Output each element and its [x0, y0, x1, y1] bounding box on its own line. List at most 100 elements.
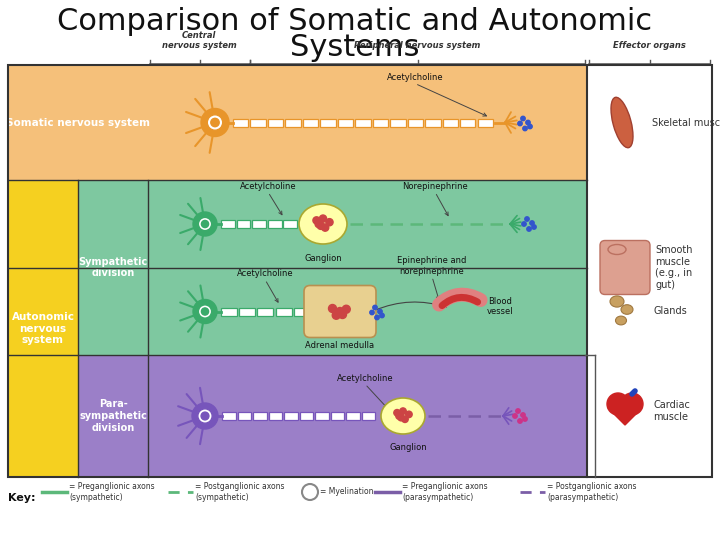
Text: Central
nervous system: Central nervous system [161, 31, 236, 50]
Text: Comparison of Somatic and Autonomic: Comparison of Somatic and Autonomic [58, 8, 652, 37]
Text: Systems: Systems [290, 32, 420, 62]
FancyArrowPatch shape [442, 298, 477, 306]
Circle shape [332, 311, 341, 319]
Bar [338, 118, 354, 126]
Circle shape [522, 222, 526, 226]
Circle shape [202, 308, 209, 315]
Circle shape [202, 220, 209, 227]
Text: Smooth
muscle
(e.g., in
gut): Smooth muscle (e.g., in gut) [655, 245, 693, 290]
Circle shape [621, 393, 643, 415]
Bar [373, 118, 388, 126]
Bar [477, 118, 493, 126]
Bar [300, 412, 313, 420]
Text: = Myelination: = Myelination [320, 488, 374, 496]
Circle shape [400, 408, 406, 414]
Circle shape [201, 412, 209, 420]
Circle shape [378, 309, 382, 314]
Text: Autonomic
nervous
system: Autonomic nervous system [12, 312, 74, 345]
Circle shape [518, 419, 522, 423]
Circle shape [198, 409, 212, 423]
Ellipse shape [611, 97, 633, 148]
Circle shape [326, 219, 333, 226]
Bar [237, 220, 251, 228]
Circle shape [207, 115, 222, 130]
Text: Acetylcholine: Acetylcholine [240, 182, 297, 191]
Bar [443, 118, 458, 126]
Circle shape [523, 126, 527, 131]
Text: Blood
vessel: Blood vessel [487, 297, 513, 316]
Bar [284, 220, 297, 228]
Bar [233, 118, 248, 126]
Text: Glands: Glands [653, 307, 687, 316]
Bar [78, 355, 587, 477]
Bar [253, 412, 266, 420]
Circle shape [193, 212, 217, 236]
Circle shape [373, 305, 377, 310]
FancyArrowPatch shape [632, 391, 635, 394]
Circle shape [322, 224, 329, 231]
Circle shape [532, 225, 536, 229]
Bar [285, 118, 301, 126]
Bar [238, 412, 251, 420]
Ellipse shape [608, 245, 626, 254]
Bar [390, 118, 405, 126]
Text: Effector organs: Effector organs [613, 41, 686, 50]
Circle shape [336, 307, 344, 315]
Circle shape [521, 116, 525, 121]
Bar [251, 118, 266, 126]
Circle shape [318, 222, 325, 230]
Circle shape [523, 417, 527, 421]
Circle shape [527, 227, 531, 231]
Bar [320, 118, 336, 126]
Circle shape [328, 305, 336, 313]
Circle shape [518, 122, 522, 126]
Bar [294, 307, 310, 315]
Text: Key:: Key: [8, 493, 35, 503]
Circle shape [192, 403, 218, 429]
Circle shape [396, 413, 402, 419]
Text: Ganglion: Ganglion [304, 254, 342, 263]
Circle shape [193, 300, 217, 323]
Text: Norepinephrine: Norepinephrine [402, 182, 468, 191]
Circle shape [315, 220, 323, 227]
Bar [284, 412, 297, 420]
FancyBboxPatch shape [600, 240, 650, 294]
Circle shape [342, 305, 350, 313]
Circle shape [513, 414, 517, 418]
Text: Acetylcholine: Acetylcholine [337, 374, 393, 383]
Circle shape [525, 217, 529, 221]
Bar [221, 307, 237, 315]
Text: Para-
sympathetic
division: Para- sympathetic division [79, 400, 147, 433]
Ellipse shape [621, 305, 633, 314]
Text: Somatic nervous system: Somatic nervous system [6, 118, 150, 127]
Ellipse shape [610, 296, 624, 307]
Text: Adrenal medulla: Adrenal medulla [305, 341, 374, 350]
Bar [8, 65, 712, 477]
Bar [78, 180, 587, 355]
Circle shape [402, 416, 408, 422]
Circle shape [528, 124, 532, 129]
Circle shape [380, 313, 384, 318]
Bar [268, 220, 282, 228]
Circle shape [370, 310, 374, 315]
Bar [346, 412, 360, 420]
Circle shape [320, 215, 327, 222]
Circle shape [313, 217, 320, 224]
Text: = Preganglionic axons
(sympathetic): = Preganglionic axons (sympathetic) [69, 482, 155, 502]
Bar [276, 307, 292, 315]
Text: Cardiac
muscle: Cardiac muscle [653, 400, 690, 422]
Text: Acetylcholine: Acetylcholine [237, 269, 293, 279]
Text: = Preganglionic axons
(parasympathetic): = Preganglionic axons (parasympathetic) [402, 482, 487, 502]
Circle shape [302, 484, 318, 500]
Bar [361, 412, 375, 420]
FancyArrowPatch shape [439, 295, 481, 305]
Bar [425, 118, 441, 126]
Text: Sympathetic
division: Sympathetic division [78, 256, 148, 278]
Bar [355, 118, 371, 126]
Bar [8, 180, 78, 477]
Bar [268, 118, 283, 126]
Text: Skeletal muscle: Skeletal muscle [652, 118, 720, 127]
Circle shape [199, 305, 212, 318]
Bar [252, 220, 266, 228]
Polygon shape [608, 408, 642, 425]
